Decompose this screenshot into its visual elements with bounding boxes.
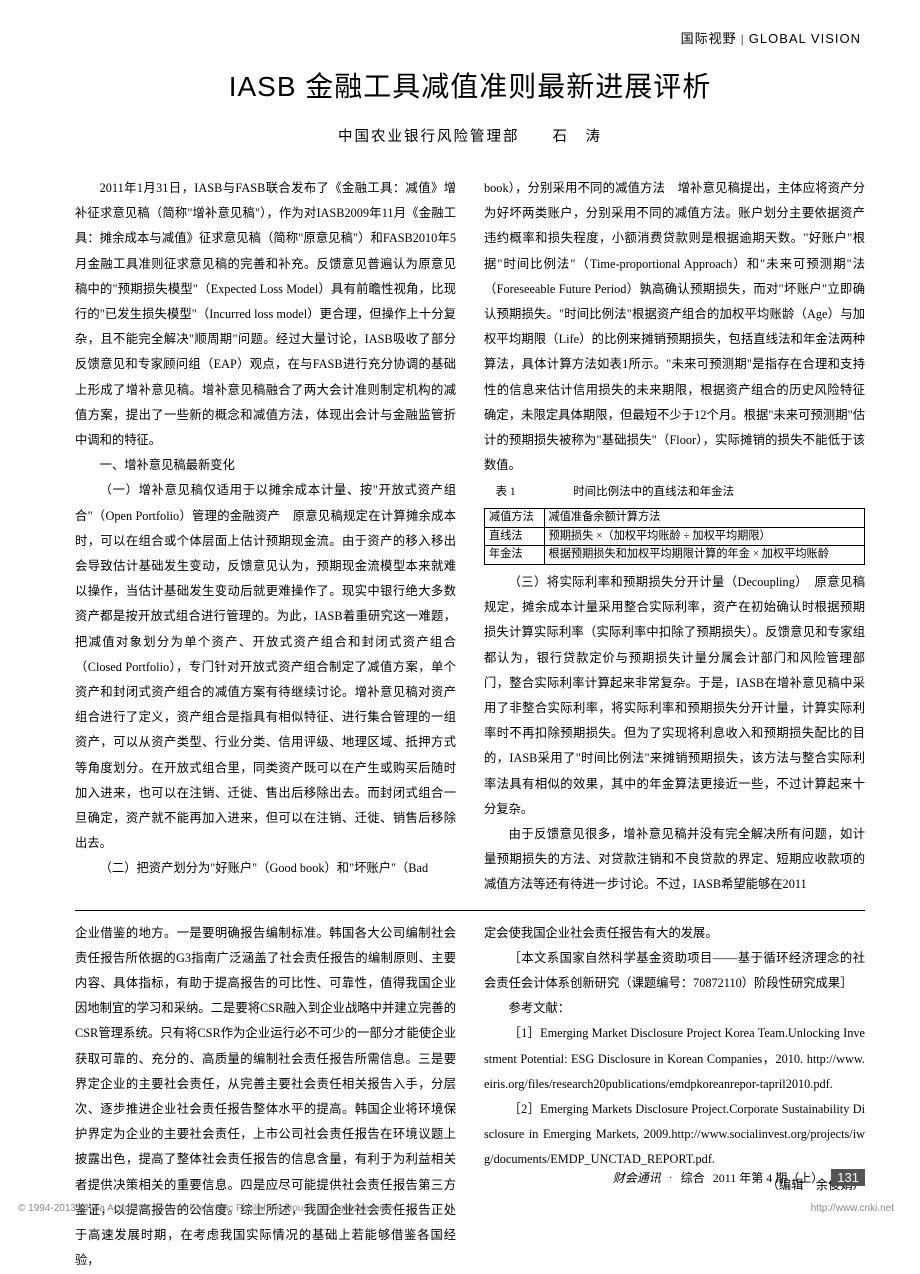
body-para: 定会使我国企业社会责任报告有大的发展。: [484, 921, 865, 946]
table-row: 年金法 根据预期损失和加权平均期限计算的年金 × 加权平均账龄: [485, 546, 865, 565]
body-para: （三）将实际利率和预期损失分开计量（Decoupling） 原意见稿规定，摊余成…: [484, 570, 865, 822]
lower-left-col: 企业借鉴的地方。一是要明确报告编制标准。韩国各大公司编制社会责任报告所依据的G3…: [75, 921, 456, 1274]
footer-bar: 财会通讯 · 综合 2011 年第 4 期（上） 131: [75, 1169, 865, 1186]
copyright-line: © 1994-2013 China Academic Journal Elect…: [18, 1203, 402, 1214]
method-table: 减值方法 减值准备余额计算方法 直线法 预期损失 ×（加权平均账龄 ÷ 加权平均…: [484, 508, 865, 565]
body-para: 由于反馈意见很多，增补意见稿并没有完全解决所有问题，如计量预期损失的方法、对贷款…: [484, 822, 865, 898]
table-cell: 根据预期损失和加权平均期限计算的年金 × 加权平均账龄: [544, 546, 864, 565]
section-heading: 一、增补意见稿最新变化: [75, 453, 456, 478]
lower-right-col: 定会使我国企业社会责任报告有大的发展。 ［本文系国家自然科学基金资助项目——基于…: [484, 921, 865, 1274]
body-para: （一）增补意见稿仅适用于以摊余成本计量、按"开放式资产组合"（Open Port…: [75, 478, 456, 856]
issue-info: 2011 年第 4 期（上）: [713, 1169, 824, 1186]
body-para: 2011年1月31日，IASB与FASB联合发布了《金融工具：减值》增补征求意见…: [75, 176, 456, 453]
upper-left-col: 2011年1月31日，IASB与FASB联合发布了《金融工具：减值》增补征求意见…: [75, 176, 456, 898]
body-para: 企业借鉴的地方。一是要明确报告编制标准。韩国各大公司编制社会责任报告所依据的G3…: [75, 921, 456, 1274]
section-header-en: GLOBAL VISION: [749, 31, 861, 46]
cnki-url: http://www.cnki.net: [811, 1203, 894, 1214]
upper-columns: 2011年1月31日，IASB与FASB联合发布了《金融工具：减值》增补征求意见…: [75, 176, 865, 898]
table-row: 减值方法 减值准备余额计算方法: [485, 509, 865, 528]
author-name: 石 涛: [553, 129, 603, 145]
lower-columns: 企业借鉴的地方。一是要明确报告编制标准。韩国各大公司编制社会责任报告所依据的G3…: [75, 921, 865, 1274]
refs-heading: 参考文献：: [484, 996, 865, 1021]
table-cell: 预期损失 ×（加权平均账龄 ÷ 加权平均期限）: [544, 527, 864, 546]
body-para: book），分别采用不同的减值方法 增补意见稿提出，主体应将资产分为好坏两类账户…: [484, 176, 865, 478]
table-caption: 表 1 时间比例法中的直线法和年金法: [484, 481, 865, 505]
table-cell: 减值方法: [485, 509, 545, 528]
table-cell: 直线法: [485, 527, 545, 546]
table-row: 直线法 预期损失 ×（加权平均账龄 ÷ 加权平均期限）: [485, 527, 865, 546]
footer-dot: ·: [669, 1170, 673, 1185]
publication-type: 综合: [681, 1169, 705, 1186]
section-header-cn: 国际视野: [681, 31, 737, 46]
reference-item: ［1］Emerging Market Disclosure Project Ko…: [484, 1021, 865, 1097]
body-para: （二）把资产划分为"好账户"（Good book）和"坏账户"（Bad: [75, 856, 456, 881]
author-line: 中国农业银行风险管理部 石 涛: [75, 125, 865, 146]
author-org: 中国农业银行风险管理部: [338, 129, 520, 145]
section-header: 国际视野 | GLOBAL VISION: [75, 28, 865, 47]
page-number: 131: [831, 1169, 865, 1186]
reference-item: ［2］Emerging Markets Disclosure Project.C…: [484, 1097, 865, 1173]
funding-note: ［本文系国家自然科学基金资助项目——基于循环经济理念的社会责任会计体系创新研究（…: [484, 946, 865, 996]
publication-name: 财会通讯: [613, 1169, 661, 1186]
section-divider: [75, 910, 865, 911]
table-cell: 减值准备余额计算方法: [544, 509, 864, 528]
article-title: IASB 金融工具减值准则最新进展评析: [75, 65, 865, 105]
upper-right-col: book），分别采用不同的减值方法 增补意见稿提出，主体应将资产分为好坏两类账户…: [484, 176, 865, 898]
table-cell: 年金法: [485, 546, 545, 565]
